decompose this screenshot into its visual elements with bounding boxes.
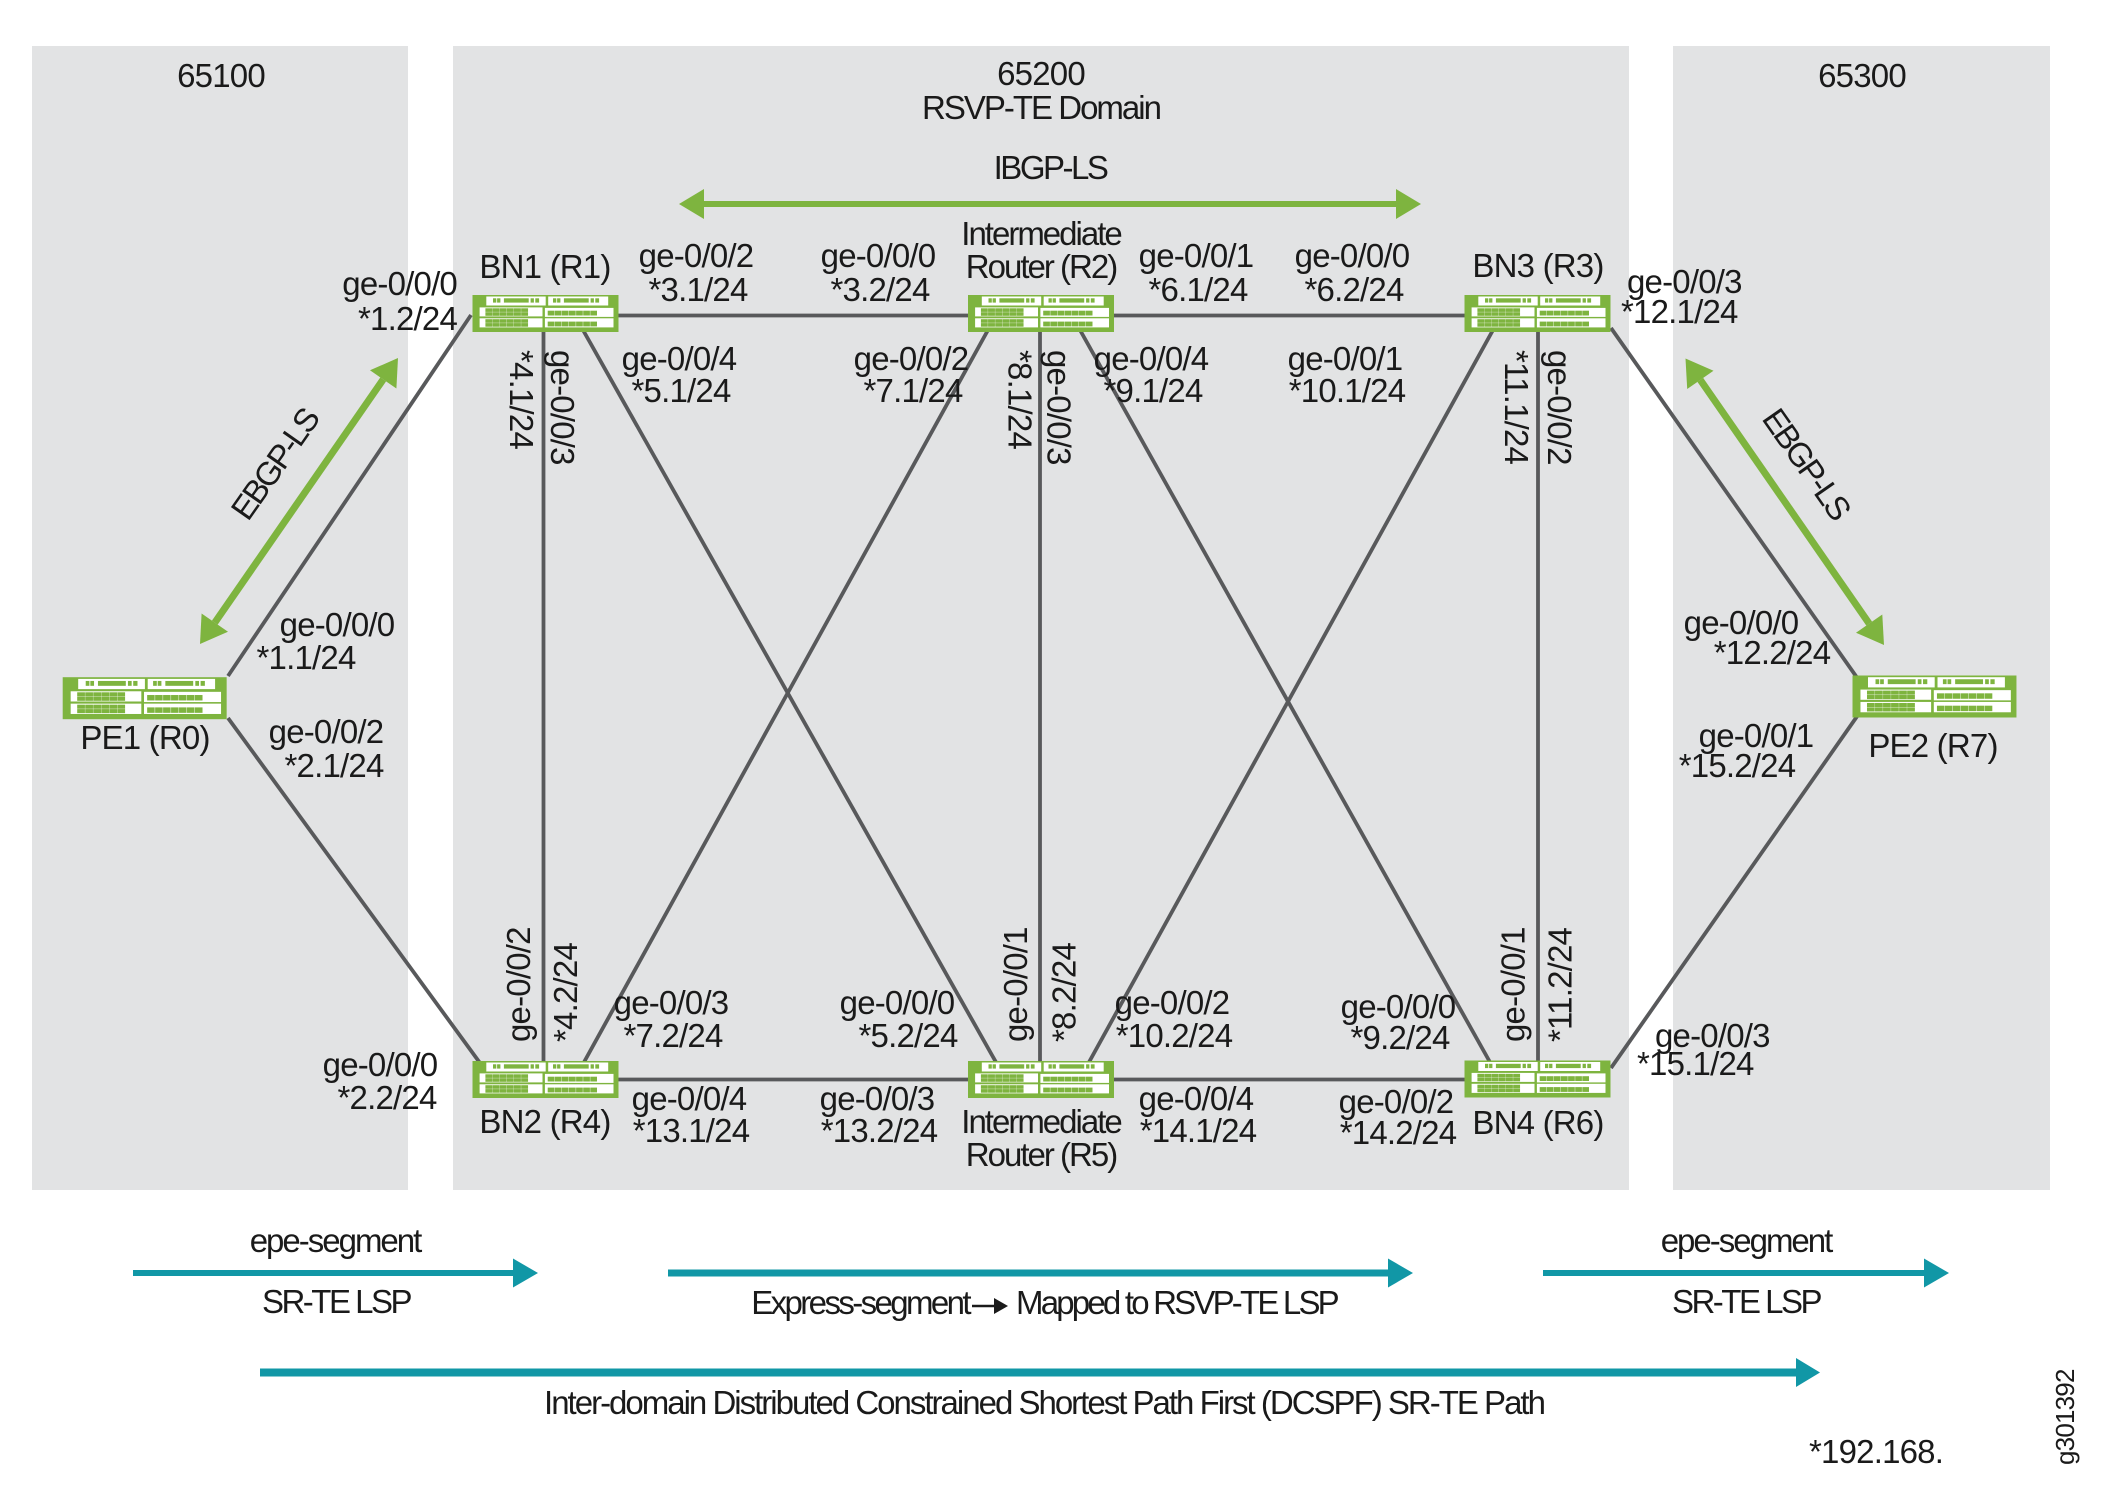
svg-text:ge-0/0/3: ge-0/0/3 <box>544 350 581 465</box>
svg-text:ge-0/0/4: ge-0/0/4 <box>622 340 737 377</box>
svg-text:ge-0/0/0: ge-0/0/0 <box>821 237 936 274</box>
svg-text:65300: 65300 <box>1818 57 1906 94</box>
svg-text:RSVP-TE Domain: RSVP-TE Domain <box>922 89 1161 126</box>
svg-text:*7.1/24: *7.1/24 <box>864 372 963 409</box>
svg-text:ge-0/0/2: ge-0/0/2 <box>269 713 384 750</box>
svg-text:ge-0/0/0: ge-0/0/0 <box>1341 988 1456 1025</box>
svg-text:*14.2/24: *14.2/24 <box>1340 1114 1457 1151</box>
svg-text:*13.1/24: *13.1/24 <box>633 1112 750 1149</box>
svg-text:BN2 (R4): BN2 (R4) <box>479 1103 610 1140</box>
svg-text:ge-0/0/0: ge-0/0/0 <box>342 265 457 302</box>
svg-text:ge-0/0/3: ge-0/0/3 <box>1041 350 1078 465</box>
svg-text:*2.2/24: *2.2/24 <box>338 1079 437 1116</box>
svg-text:SR-TE LSP: SR-TE LSP <box>1672 1283 1822 1320</box>
svg-text:PE2 (R7): PE2 (R7) <box>1868 727 1997 764</box>
svg-text:ge-0/0/4: ge-0/0/4 <box>1139 1080 1254 1117</box>
svg-text:*11.2/24: *11.2/24 <box>1542 927 1579 1042</box>
svg-text:ge-0/0/2: ge-0/0/2 <box>854 340 969 377</box>
svg-text:BN4 (R6): BN4 (R6) <box>1472 1104 1603 1141</box>
svg-text:BN1 (R1): BN1 (R1) <box>479 248 610 285</box>
svg-text:*6.2/24: *6.2/24 <box>1305 271 1404 308</box>
svg-text:*1.1/24: *1.1/24 <box>257 639 356 676</box>
svg-text:BN3 (R3): BN3 (R3) <box>1472 247 1603 284</box>
svg-text:*10.1/24: *10.1/24 <box>1289 372 1406 409</box>
svg-text:Inter-domain Distributed Const: Inter-domain Distributed Constrained Sho… <box>544 1384 1545 1421</box>
svg-text:*1.2/24: *1.2/24 <box>358 300 457 337</box>
svg-text:ge-0/0/3: ge-0/0/3 <box>1627 263 1742 300</box>
svg-text:*11.1/24: *11.1/24 <box>1498 350 1535 465</box>
svg-text:ge-0/0/1: ge-0/0/1 <box>1139 237 1254 274</box>
svg-text:ge-0/0/1: ge-0/0/1 <box>997 927 1034 1042</box>
svg-text:65200: 65200 <box>997 55 1085 92</box>
svg-text:Mapped to RSVP-TE LSP: Mapped to RSVP-TE LSP <box>1016 1284 1339 1321</box>
svg-text:*4.1/24: *4.1/24 <box>503 350 540 449</box>
svg-text:*5.1/24: *5.1/24 <box>632 372 731 409</box>
svg-text:ge-0/0/0: ge-0/0/0 <box>840 984 955 1021</box>
svg-text:*10.2/24: *10.2/24 <box>1116 1017 1233 1054</box>
svg-text:ge-0/0/3: ge-0/0/3 <box>614 984 729 1021</box>
svg-text:*8.2/24: *8.2/24 <box>1046 943 1083 1042</box>
svg-text:*8.1/24: *8.1/24 <box>1002 350 1039 449</box>
svg-text:*12.2/24: *12.2/24 <box>1714 634 1831 671</box>
svg-text:*15.2/24: *15.2/24 <box>1679 747 1796 784</box>
svg-text:*9.1/24: *9.1/24 <box>1104 372 1203 409</box>
svg-text:ge-0/0/0: ge-0/0/0 <box>323 1046 438 1083</box>
svg-text:ge-0/0/1: ge-0/0/1 <box>1288 340 1403 377</box>
svg-text:*13.2/24: *13.2/24 <box>821 1112 938 1149</box>
svg-text:SR-TE LSP: SR-TE LSP <box>262 1283 412 1320</box>
svg-text:*9.2/24: *9.2/24 <box>1351 1019 1450 1056</box>
svg-text:ge-0/0/2: ge-0/0/2 <box>1339 1083 1454 1120</box>
svg-text:ge-0/0/3: ge-0/0/3 <box>1655 1017 1770 1054</box>
svg-text:*12.1/24: *12.1/24 <box>1621 293 1738 330</box>
svg-text:ge-0/0/2: ge-0/0/2 <box>639 237 754 274</box>
svg-text:Router (R5): Router (R5) <box>966 1136 1116 1173</box>
svg-text:*3.2/24: *3.2/24 <box>831 271 930 308</box>
svg-text:Intermediate: Intermediate <box>961 215 1121 252</box>
svg-text:ge-0/0/0: ge-0/0/0 <box>280 606 395 643</box>
svg-text:ge-0/0/4: ge-0/0/4 <box>1094 340 1209 377</box>
svg-text:*4.2/24: *4.2/24 <box>547 943 584 1042</box>
svg-text:*15.1/24: *15.1/24 <box>1637 1045 1754 1082</box>
svg-text:Router (R2): Router (R2) <box>966 248 1116 285</box>
svg-text:65100: 65100 <box>177 57 265 94</box>
svg-text:ge-0/0/2: ge-0/0/2 <box>1115 984 1230 1021</box>
svg-text:IBGP-LS: IBGP-LS <box>994 149 1108 186</box>
svg-text:Express-segment: Express-segment <box>751 1284 971 1321</box>
svg-text:ge-0/0/4: ge-0/0/4 <box>632 1080 747 1117</box>
svg-text:epe-segment: epe-segment <box>250 1222 422 1259</box>
svg-text:*14.1/24: *14.1/24 <box>1140 1112 1257 1149</box>
svg-text:ge-0/0/1: ge-0/0/1 <box>1495 927 1532 1042</box>
svg-text:*5.2/24: *5.2/24 <box>859 1017 958 1054</box>
svg-text:*2.1/24: *2.1/24 <box>285 747 384 784</box>
svg-text:*192.168.: *192.168. <box>1809 1433 1943 1470</box>
svg-text:*6.1/24: *6.1/24 <box>1149 271 1248 308</box>
svg-text:ge-0/0/0: ge-0/0/0 <box>1684 604 1799 641</box>
svg-text:*7.2/24: *7.2/24 <box>624 1017 723 1054</box>
svg-text:Intermediate: Intermediate <box>961 1103 1121 1140</box>
svg-text:epe-segment: epe-segment <box>1661 1222 1833 1259</box>
svg-text:ge-0/0/2: ge-0/0/2 <box>1541 350 1578 465</box>
svg-text:ge-0/0/0: ge-0/0/0 <box>1295 237 1410 274</box>
svg-text:PE1 (R0): PE1 (R0) <box>80 719 209 756</box>
svg-text:*3.1/24: *3.1/24 <box>649 271 748 308</box>
svg-text:ge-0/0/2: ge-0/0/2 <box>500 927 537 1042</box>
svg-text:ge-0/0/3: ge-0/0/3 <box>820 1080 935 1117</box>
svg-text:g301392: g301392 <box>2050 1369 2080 1465</box>
svg-text:ge-0/0/1: ge-0/0/1 <box>1699 717 1814 754</box>
